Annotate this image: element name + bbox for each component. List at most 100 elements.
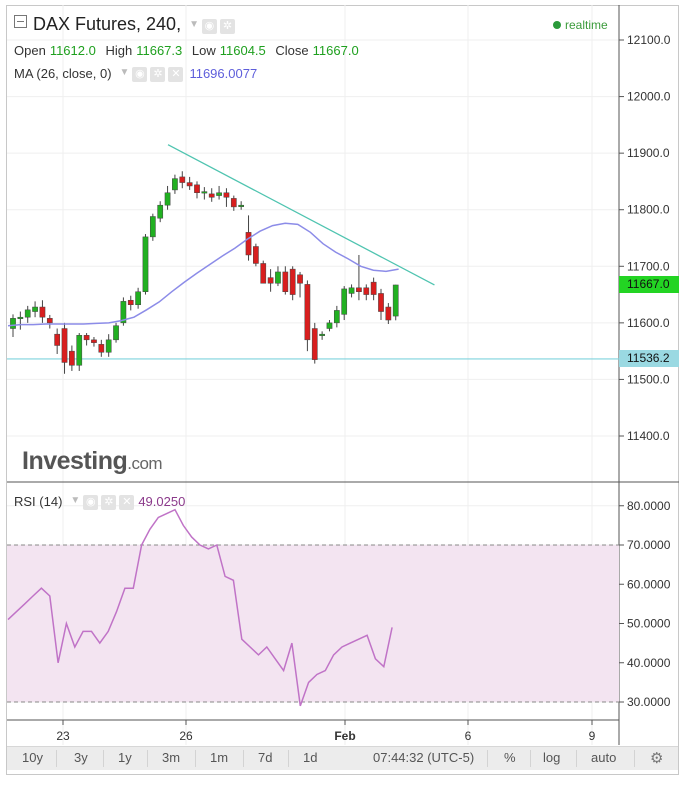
rsi-line — [7, 508, 393, 707]
candle-body — [223, 192, 230, 198]
candle-body — [289, 268, 296, 295]
rsi-legend: RSI (14) ▼ ◉ ✲ ✕ 49.0250 — [14, 494, 185, 510]
candle-body — [172, 178, 178, 191]
toolbar-divider — [530, 750, 531, 767]
range-3y-button[interactable]: 3y — [74, 750, 88, 765]
range-1m-button[interactable]: 1m — [210, 750, 229, 765]
settings-gear-icon[interactable]: ⚙ — [650, 750, 664, 767]
candle-body — [253, 246, 259, 264]
rsi-tick-label: 60.0000 — [627, 577, 671, 591]
candle-body — [113, 325, 119, 341]
toolbar-divider — [634, 750, 635, 767]
price-tick-label: 12100.0 — [627, 33, 671, 47]
candle-body — [24, 309, 31, 318]
rsi-tick-label: 80.0000 — [627, 499, 671, 513]
collapse-icon[interactable] — [14, 15, 27, 28]
candle-body — [267, 277, 274, 284]
log-scale-button[interactable]: log — [543, 750, 561, 765]
candle-body — [17, 316, 24, 319]
price-tick-label: 11400.0 — [627, 429, 670, 443]
trendline — [167, 144, 435, 286]
current-price-label: 11667.0 — [619, 276, 679, 294]
price-tick-label: 11900.0 — [627, 146, 670, 160]
candle-body — [378, 293, 384, 312]
toolbar-divider — [56, 750, 57, 767]
time-tick-label: 6 — [465, 729, 472, 743]
range-3m-button[interactable]: 3m — [162, 750, 181, 765]
candle-body — [245, 232, 252, 256]
rsi-tick-label: 30.0000 — [627, 695, 671, 709]
bottom-toolbar: 10y 3y 1y 3m 1m 7d 1d 07:44:32 (UTC-5) %… — [7, 746, 678, 770]
candle-body — [179, 176, 186, 183]
candle-body — [32, 306, 38, 312]
candle-body — [392, 284, 399, 317]
candle-body — [105, 339, 112, 353]
open-label: Open — [14, 43, 46, 58]
price-tick-label: 11500.0 — [627, 372, 670, 386]
time-tick-label: 23 — [56, 729, 70, 743]
candle-body — [135, 291, 141, 306]
chevron-down-icon[interactable]: ▼ — [70, 495, 81, 506]
chevron-down-icon[interactable]: ▼ — [189, 19, 199, 30]
range-7d-button[interactable]: 7d — [258, 750, 273, 765]
candle-body — [363, 287, 370, 295]
candle-body — [319, 333, 325, 336]
logo-domain: .com — [127, 454, 163, 473]
ma-label: MA (26, close, 0) — [14, 66, 112, 81]
candle-body — [98, 344, 105, 353]
clock-time: 07:44:32 (UTC-5) — [373, 750, 475, 765]
toolbar-divider — [243, 750, 244, 767]
realtime-indicator: realtime — [553, 18, 608, 32]
price-tick-label: 11800.0 — [627, 203, 670, 217]
close-icon[interactable]: ✕ — [119, 495, 135, 510]
gear-icon[interactable]: ✲ — [150, 67, 166, 82]
candle-body — [39, 306, 46, 318]
range-10y-button[interactable]: 10y — [22, 750, 43, 765]
close-icon[interactable]: ✕ — [168, 67, 184, 82]
price-tick-label: 12000.0 — [627, 90, 671, 104]
percent-scale-button[interactable]: % — [504, 750, 516, 765]
candle-body — [157, 204, 164, 219]
candle-body — [91, 339, 97, 343]
auto-scale-button[interactable]: auto — [591, 750, 617, 765]
chevron-down-icon[interactable]: ▼ — [119, 67, 130, 78]
eye-icon[interactable]: ◉ — [201, 19, 217, 34]
price-tick-label: 11600.0 — [627, 316, 670, 330]
open-value: 11612.0 — [49, 43, 96, 58]
status-dot-icon — [553, 21, 561, 29]
candle-body — [356, 287, 362, 292]
candle-body — [370, 281, 377, 295]
time-tick-label: 26 — [179, 729, 193, 743]
candle-body — [54, 333, 61, 346]
high-value: 11667.3 — [136, 43, 183, 58]
rsi-tick-label: 70.0000 — [627, 538, 671, 552]
ma-value: 11696.0077 — [189, 66, 258, 81]
candle-body — [61, 328, 68, 363]
candle-body — [282, 271, 289, 292]
range-1y-button[interactable]: 1y — [118, 750, 132, 765]
range-1d-button[interactable]: 1d — [303, 750, 318, 765]
toolbar-divider — [147, 750, 148, 767]
toolbar-divider — [103, 750, 104, 767]
high-label: High — [105, 43, 133, 58]
low-label: Low — [191, 43, 216, 58]
price-tick-label: 11700.0 — [627, 259, 670, 273]
gear-icon[interactable]: ✲ — [219, 19, 235, 34]
rsi-band — [7, 545, 619, 702]
ohlc-legend: Open 11612.0 High 11667.3 Low 11604.5 Close… — [14, 43, 365, 58]
candle-body — [142, 236, 149, 292]
candle-body — [304, 284, 311, 341]
candle-body — [230, 198, 237, 208]
gear-icon[interactable]: ✲ — [101, 495, 117, 510]
time-tick-label: Feb — [334, 729, 355, 743]
rsi-tick-label: 50.0000 — [627, 617, 671, 631]
candle-body — [333, 310, 340, 324]
candle-body — [326, 322, 333, 329]
investing-logo: Investing.com — [22, 447, 163, 476]
candle-body — [127, 299, 134, 306]
eye-icon[interactable]: ◉ — [132, 67, 148, 82]
toolbar-divider — [195, 750, 196, 767]
candle-body — [348, 287, 355, 294]
eye-icon[interactable]: ◉ — [83, 495, 99, 510]
